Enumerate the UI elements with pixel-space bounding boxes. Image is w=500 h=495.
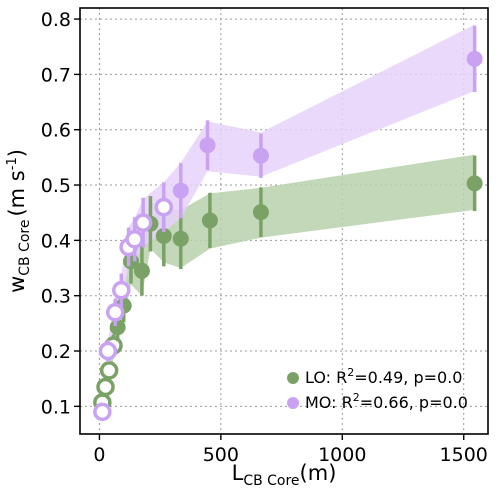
point-mo-8 (172, 182, 189, 199)
y-axis-label: wCB Core (m s-1) (5, 149, 33, 293)
point-mo-9 (199, 137, 216, 154)
band-mo (102, 24, 475, 418)
legend-entry-mo: MO: R2=0.66, p=0.0 (305, 391, 468, 412)
point-mo-6 (133, 213, 153, 232)
legend-lo-suffix: =0.49, p=0.0 (354, 368, 462, 387)
point-lo-1 (96, 377, 115, 397)
x-axis-label-unit: (m) (300, 461, 337, 485)
point-lo-2 (99, 361, 119, 380)
legend-lo-prefix: LO: R (305, 368, 347, 387)
y-tick-label-7: 0.8 (41, 9, 71, 31)
legend-entry-lo: LO: R2=0.49, p=0.0 (305, 366, 462, 387)
legend-lo-sup: 2 (347, 366, 354, 379)
point-lo-11 (201, 212, 218, 229)
legend: LO: R2=0.49, p=0.0 MO: R2=0.66, p=0.0 (287, 366, 468, 412)
y-axis-label-unit-close: ) (5, 149, 29, 157)
point-lo-10 (172, 230, 189, 247)
point-mo-1 (98, 341, 118, 361)
x-tick-label-3: 1500 (440, 444, 488, 466)
point-lo-12 (252, 204, 269, 221)
y-axis-label-unit-open: (m s (5, 170, 29, 216)
y-axis-label-sub: CB Core (17, 220, 33, 276)
point-mo-10 (252, 147, 269, 164)
legend-mo-prefix: MO: R (305, 393, 353, 412)
point-mo-5 (125, 230, 144, 249)
plot-frame (79, 7, 489, 435)
ticks: 0 500 1000 1500 0.1 0.2 0.3 0.4 0.5 0.6 0.7 0.8 (41, 9, 488, 466)
point-mo-2 (105, 303, 125, 322)
legend-marker-lo (287, 372, 299, 384)
x-axis-label-main: L (232, 461, 244, 485)
legend-mo-sup: 2 (353, 391, 360, 404)
x-axis-label-sub: CB Core (243, 473, 299, 489)
y-tick-label-6: 0.7 (41, 64, 71, 86)
legend-marker-mo (287, 397, 299, 409)
y-tick-label-0: 0.1 (41, 396, 71, 418)
band-lo (102, 154, 475, 410)
point-mo-3 (112, 280, 131, 300)
y-tick-label-2: 0.3 (41, 286, 71, 308)
y-tick-label-4: 0.5 (41, 175, 71, 197)
x-tick-label-1: 500 (203, 444, 239, 466)
x-tick-label-2: 1000 (318, 444, 366, 466)
x-axis-label: LCB Core(m) (232, 461, 337, 489)
y-axis-label-main: w (5, 276, 29, 293)
point-mo-11 (466, 50, 483, 67)
point-lo-7 (133, 262, 150, 279)
y-tick-label-5: 0.6 (41, 120, 71, 142)
confidence-bands (102, 24, 475, 418)
legend-mo-suffix: =0.66, p=0.0 (360, 393, 468, 412)
y-tick-label-3: 0.4 (41, 230, 71, 252)
point-lo-13 (466, 175, 483, 192)
data-points (93, 25, 483, 422)
y-tick-label-1: 0.2 (41, 341, 71, 363)
point-mo-7 (154, 197, 174, 217)
point-mo-0 (93, 402, 112, 422)
x-tick-label-0: 0 (93, 444, 105, 466)
y-axis-label-unit-sup: -1 (5, 157, 20, 170)
